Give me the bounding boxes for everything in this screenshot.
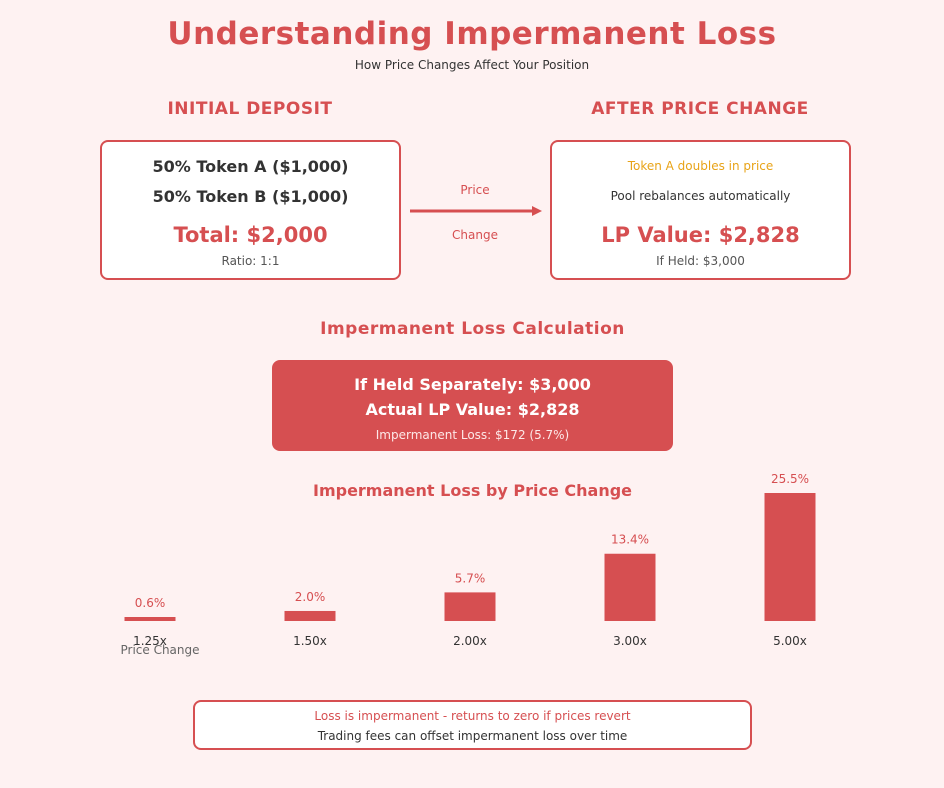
token-b-line: 50% Token B ($1,000) <box>152 187 349 206</box>
x-tick-label: 3.00x <box>613 634 647 648</box>
x-tick-label: 5.00x <box>773 634 807 648</box>
lp-value: LP Value: $2,828 <box>601 223 800 247</box>
arrow-label-bottom: Change <box>452 228 498 242</box>
bar-value-label: 25.5% <box>771 472 809 486</box>
if-held-text: If Held: $3,000 <box>656 254 745 268</box>
ratio-text: Ratio: 1:1 <box>221 254 280 268</box>
notes-box: Loss is impermanent - returns to zero if… <box>193 700 752 750</box>
total-value: Total: $2,000 <box>173 223 328 247</box>
bar-value-label: 5.7% <box>455 571 486 585</box>
bar-1.25x <box>124 617 176 621</box>
token-a-line: 50% Token A ($1,000) <box>152 157 349 176</box>
x-tick-label: 2.00x <box>453 634 487 648</box>
arrow-label-top: Price <box>460 183 490 197</box>
initial-deposit-heading: INITIAL DEPOSIT <box>167 99 333 119</box>
bar-value-label: 0.6% <box>135 596 166 610</box>
note-fees: Trading fees can offset impermanent loss… <box>317 729 628 743</box>
loss-bar-chart: 0.6% 1.25x 2.0% 1.50x 5.7% 2.00x 13.4% 3.00x 25.… <box>124 472 816 648</box>
x-tick-label: 1.25x <box>133 634 167 648</box>
actual-lp-line: Actual LP Value: $2,828 <box>365 400 580 419</box>
calculation-box: If Held Separately: $3,000 Actual LP Val… <box>272 360 673 451</box>
initial-deposit-card: 50% Token A ($1,000) 50% Token B ($1,000… <box>100 140 401 280</box>
right-arrow-icon <box>410 206 542 216</box>
held-value-line: If Held Separately: $3,000 <box>354 375 591 394</box>
calculation-heading: Impermanent Loss Calculation <box>320 319 625 339</box>
x-tick-label: 1.50x <box>293 634 327 648</box>
price-event-text: Token A doubles in price <box>627 159 774 173</box>
bar-1.50x <box>284 610 336 621</box>
note-impermanent: Loss is impermanent - returns to zero if… <box>314 709 631 723</box>
after-price-change-heading: AFTER PRICE CHANGE <box>591 99 809 119</box>
bar-2.00x <box>444 592 496 621</box>
x-axis-label: Price Change <box>120 643 200 657</box>
bar-value-label: 2.0% <box>295 590 326 604</box>
page-subtitle: How Price Changes Affect Your Position <box>354 58 590 72</box>
after-price-change-card: Token A doubles in price Pool rebalances… <box>550 140 851 280</box>
rebalance-text: Pool rebalances automatically <box>610 189 791 203</box>
bar-3.00x <box>604 553 656 621</box>
loss-line: Impermanent Loss: $172 (5.7%) <box>375 428 570 442</box>
page-title: Understanding Impermanent Loss <box>167 16 777 52</box>
bar-5.00x <box>764 493 816 621</box>
bar-value-label: 13.4% <box>611 533 649 547</box>
chart-title: Impermanent Loss by Price Change <box>312 481 633 500</box>
